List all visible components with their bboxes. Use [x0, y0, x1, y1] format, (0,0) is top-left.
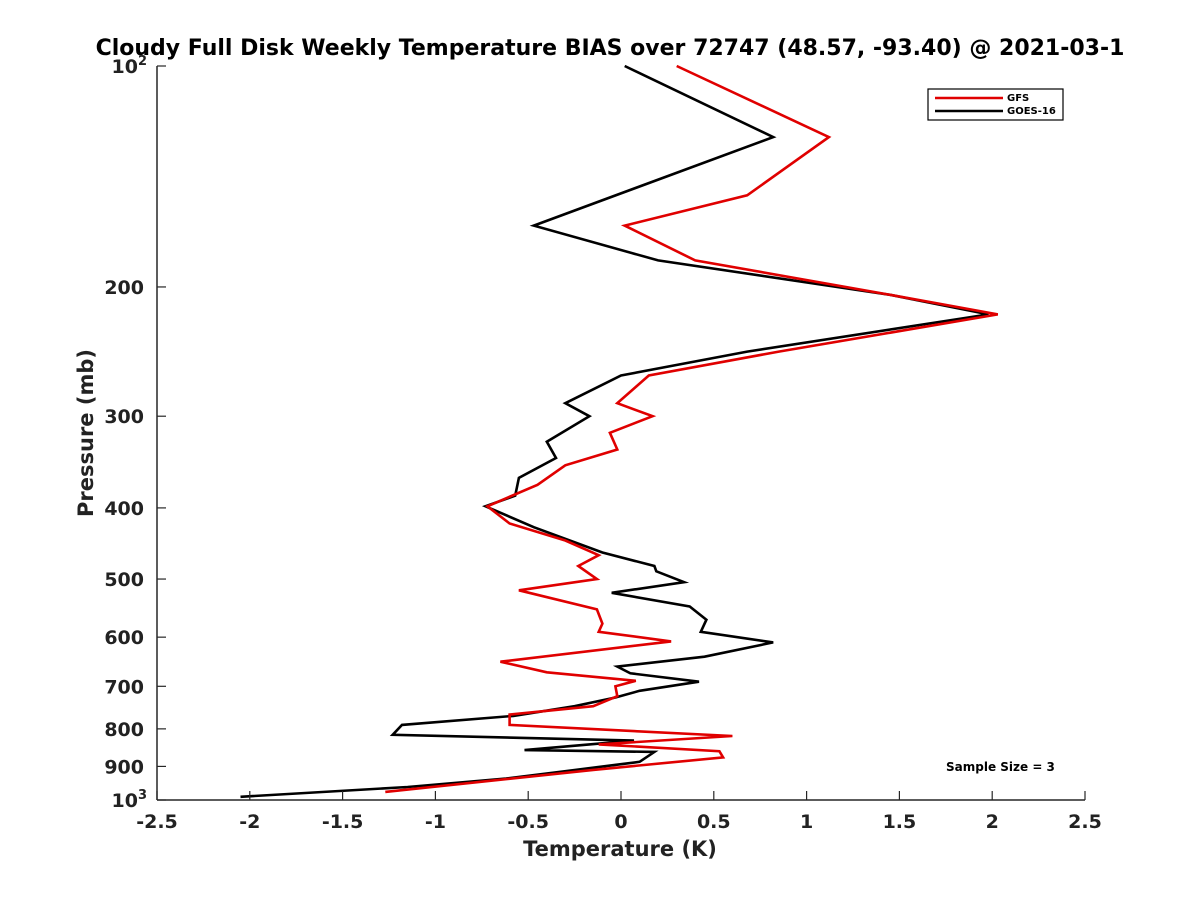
- x-tick-label: 2: [986, 811, 999, 833]
- y-tick-label: 700: [104, 676, 144, 698]
- y-tick-label-exponent: 2: [138, 54, 147, 69]
- x-ticks: -2.5 -2 -1.5 -1 -0.5 0 0.5 1 1.5 2 2.5: [136, 791, 1102, 833]
- y-tick-label: 600: [104, 627, 144, 649]
- chart-title: Cloudy Full Disk Weekly Temperature BIAS…: [96, 36, 1125, 61]
- x-tick-label: -2.5: [136, 811, 178, 833]
- x-tick-label: -1.5: [322, 811, 364, 833]
- y-tick-label-exponent: 3: [138, 788, 147, 803]
- x-tick-label: 0: [614, 811, 627, 833]
- plot-area: -2.5 -2 -1.5 -1 -0.5 0 0.5 1 1.5 2 2.5 10220030040…: [104, 54, 1102, 833]
- x-tick-label: -1: [425, 811, 446, 833]
- y-tick-label: 103: [112, 788, 148, 812]
- y-tick-label: 200: [104, 277, 144, 299]
- y-tick-label-base: 10: [112, 790, 138, 812]
- series-line-goes-16: [240, 64, 989, 799]
- legend: GFS GOES-16: [927, 88, 1064, 121]
- series-layer: [240, 64, 999, 799]
- x-tick-label: 0.5: [697, 811, 731, 833]
- y-tick-label: 300: [104, 406, 144, 428]
- y-tick-label: 800: [104, 719, 144, 741]
- y-tick-label: 900: [104, 756, 144, 778]
- legend-box: [927, 88, 1064, 121]
- axes-background: [157, 66, 1085, 800]
- series-line-gfs: [385, 64, 999, 794]
- x-tick-label: 1.5: [883, 811, 917, 833]
- y-tick-label: 400: [104, 498, 144, 520]
- x-tick-label: 1: [800, 811, 813, 833]
- y-axis-label: Pressure (mb): [74, 349, 98, 517]
- legend-label-gfs: GFS: [1007, 93, 1029, 104]
- y-tick-label: 500: [104, 569, 144, 591]
- sample-size-annotation: Sample Size = 3: [946, 760, 1055, 774]
- y-tick-label: 102: [112, 54, 148, 78]
- x-axis-label: Temperature (K): [523, 837, 717, 861]
- x-tick-label: 2.5: [1068, 811, 1102, 833]
- x-tick-label: -0.5: [507, 811, 549, 833]
- legend-label-goes-16: GOES-16: [1007, 106, 1056, 117]
- x-tick-label: -2: [239, 811, 260, 833]
- y-tick-label-base: 10: [112, 56, 138, 78]
